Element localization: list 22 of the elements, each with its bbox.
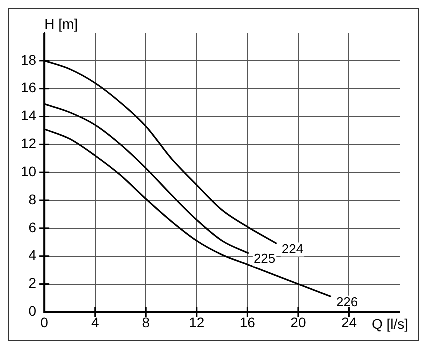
x-tick-label: 8 <box>142 314 150 330</box>
y-tick-label: 6 <box>28 219 37 236</box>
y-tick-label: 2 <box>28 275 37 292</box>
x-tick-label: 20 <box>290 314 306 330</box>
y-tick-label: 8 <box>28 191 37 208</box>
x-tick-label: 24 <box>341 314 358 330</box>
y-tick-label: 14 <box>20 108 37 124</box>
series-label: 225 <box>254 251 276 266</box>
y-tick-label: 18 <box>20 52 37 68</box>
x-axis-title: Q [l/s] <box>372 316 409 332</box>
series-label: 226 <box>336 294 358 310</box>
x-tick-label: 16 <box>240 314 256 330</box>
y-tick-label: 12 <box>20 136 37 152</box>
y-axis-title: H [m] <box>44 16 78 32</box>
y-tick-label: 4 <box>28 247 37 264</box>
x-tick-label: 4 <box>91 314 100 330</box>
series-label: 224 <box>282 241 304 256</box>
y-tick-label: 0 <box>28 303 37 320</box>
y-tick-label: 16 <box>20 80 37 96</box>
x-tick-label: 0 <box>40 314 49 330</box>
y-tick-label: 10 <box>20 163 37 180</box>
x-tick-label: 12 <box>189 314 205 330</box>
